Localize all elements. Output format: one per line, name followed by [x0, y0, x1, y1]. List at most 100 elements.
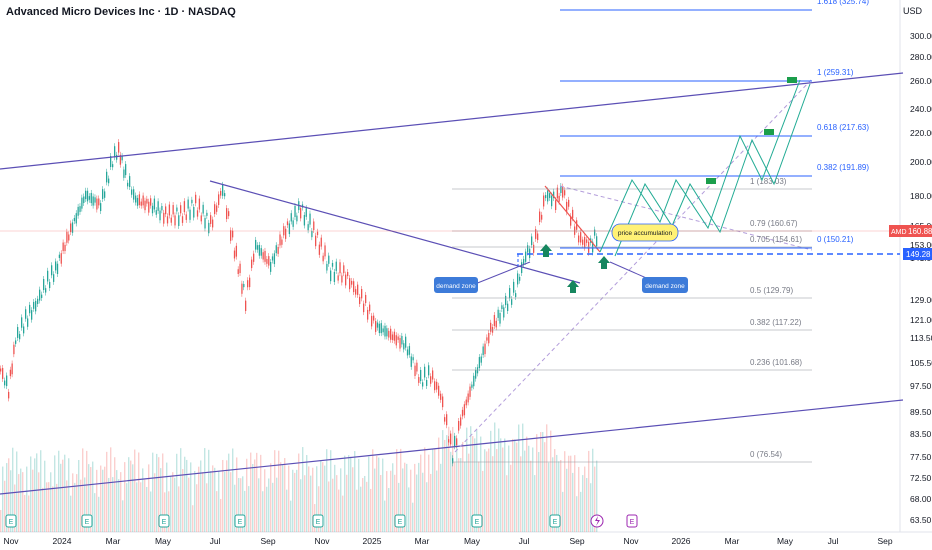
- volume-bar: [456, 440, 458, 532]
- candle-body: [0, 368, 2, 372]
- earnings-marker[interactable]: [234, 514, 246, 528]
- volume-bar: [100, 465, 102, 532]
- candle-body: [29, 304, 31, 314]
- candle-body: [17, 327, 19, 338]
- candle-body: [258, 244, 261, 256]
- candle-body: [79, 206, 81, 212]
- candle-body: [100, 203, 102, 212]
- volume-bar: [402, 468, 404, 532]
- volume-bar: [220, 498, 222, 532]
- earnings-marker[interactable]: [81, 514, 93, 528]
- candle-body: [473, 375, 475, 387]
- candle-body: [488, 333, 490, 344]
- fib-extension-label: 1 (259.31): [817, 68, 854, 77]
- volume-bar: [222, 459, 224, 532]
- volume-bar: [518, 424, 520, 532]
- volume-bar: [90, 467, 92, 532]
- volume-bar: [292, 469, 294, 532]
- volume-bar: [120, 472, 122, 532]
- x-tick-label: Jul: [519, 536, 530, 546]
- candle-body: [452, 458, 454, 464]
- candle-body: [4, 380, 6, 386]
- candle-body: [144, 200, 146, 211]
- candle-body: [560, 186, 562, 194]
- volume-bar: [114, 457, 116, 532]
- candle-body: [313, 221, 315, 230]
- x-tick-label: Sep: [260, 536, 275, 546]
- candle-body: [584, 236, 586, 248]
- earnings-marker[interactable]: [626, 514, 638, 528]
- candle-body: [458, 421, 460, 431]
- candle-body: [521, 262, 523, 274]
- candle-body: [260, 248, 262, 256]
- volume-bar: [98, 496, 100, 532]
- candle-body: [355, 289, 357, 295]
- candle-body: [110, 156, 112, 167]
- earnings-marker-label: E: [162, 519, 167, 526]
- candle-body: [9, 369, 12, 377]
- candle-body: [202, 204, 204, 214]
- candle-body: [384, 325, 386, 337]
- currency-label[interactable]: USD: [902, 6, 922, 16]
- volume-bar: [300, 479, 302, 532]
- volume-bar: [128, 457, 130, 532]
- volume-bar: [464, 461, 466, 532]
- candles: [0, 139, 598, 467]
- y-tick-label: 129.00: [910, 295, 932, 305]
- volume-bar: [470, 426, 472, 532]
- earnings-marker[interactable]: [471, 514, 483, 528]
- volume-bar: [20, 468, 22, 532]
- earnings-marker[interactable]: [394, 514, 406, 528]
- target-flag-3: [787, 77, 797, 83]
- volume-bar: [376, 455, 378, 532]
- candle-body: [549, 193, 551, 198]
- candle-body: [43, 279, 45, 291]
- candle-body: [277, 246, 279, 254]
- candle-body: [395, 335, 397, 346]
- candle-body: [281, 239, 283, 245]
- candle-body: [568, 199, 570, 207]
- candle-body: [432, 370, 434, 380]
- candle-body: [45, 288, 47, 293]
- volume-bar: [352, 467, 354, 532]
- volume-bar: [540, 432, 542, 532]
- candle-body: [486, 337, 488, 341]
- price-accumulation-callout[interactable]: [611, 223, 679, 242]
- candle-body: [161, 206, 163, 211]
- earnings-marker-label: E: [9, 519, 14, 526]
- demand-zone-callout-left[interactable]: [434, 277, 478, 293]
- candle-body: [13, 344, 15, 355]
- earnings-marker-label: E: [398, 519, 403, 526]
- candle-body: [436, 381, 438, 390]
- price-axis[interactable]: 300.00 280.00 260.00 240.00 220.00 200.00 180.…: [910, 31, 932, 525]
- y-tick-label: 97.50: [910, 381, 932, 391]
- demand-zone-callout-right[interactable]: [642, 277, 688, 293]
- lower-channel-line: [0, 399, 904, 495]
- candle-body: [222, 184, 224, 196]
- time-axis[interactable]: Nov 2024 Mar May Jul Sep Nov 2025 Mar May Jul Sep No…: [3, 536, 892, 546]
- volume-bar: [238, 477, 240, 532]
- volume-bar: [488, 448, 490, 532]
- candle-body: [444, 417, 446, 422]
- candle-body: [102, 189, 104, 199]
- volume-bar: [198, 466, 200, 532]
- earnings-marker[interactable]: [549, 514, 561, 528]
- earnings-marker[interactable]: [312, 514, 324, 528]
- candle-body: [527, 245, 529, 253]
- earnings-marker[interactable]: [158, 514, 170, 528]
- volume-bar: [306, 455, 308, 532]
- volume-bar: [166, 462, 168, 532]
- volume-bar: [240, 478, 242, 532]
- candle-body: [495, 320, 497, 328]
- candle-body: [15, 340, 17, 344]
- volume-bar: [418, 462, 420, 532]
- earnings-marker[interactable]: [5, 514, 17, 528]
- fib-extension-label: 1.618 (325.74): [817, 0, 869, 6]
- volume-bar: [18, 474, 20, 532]
- candle-body: [81, 197, 83, 209]
- candle-body: [292, 220, 294, 227]
- earnings-marker-label: E: [475, 519, 480, 526]
- volume-bar: [92, 461, 94, 532]
